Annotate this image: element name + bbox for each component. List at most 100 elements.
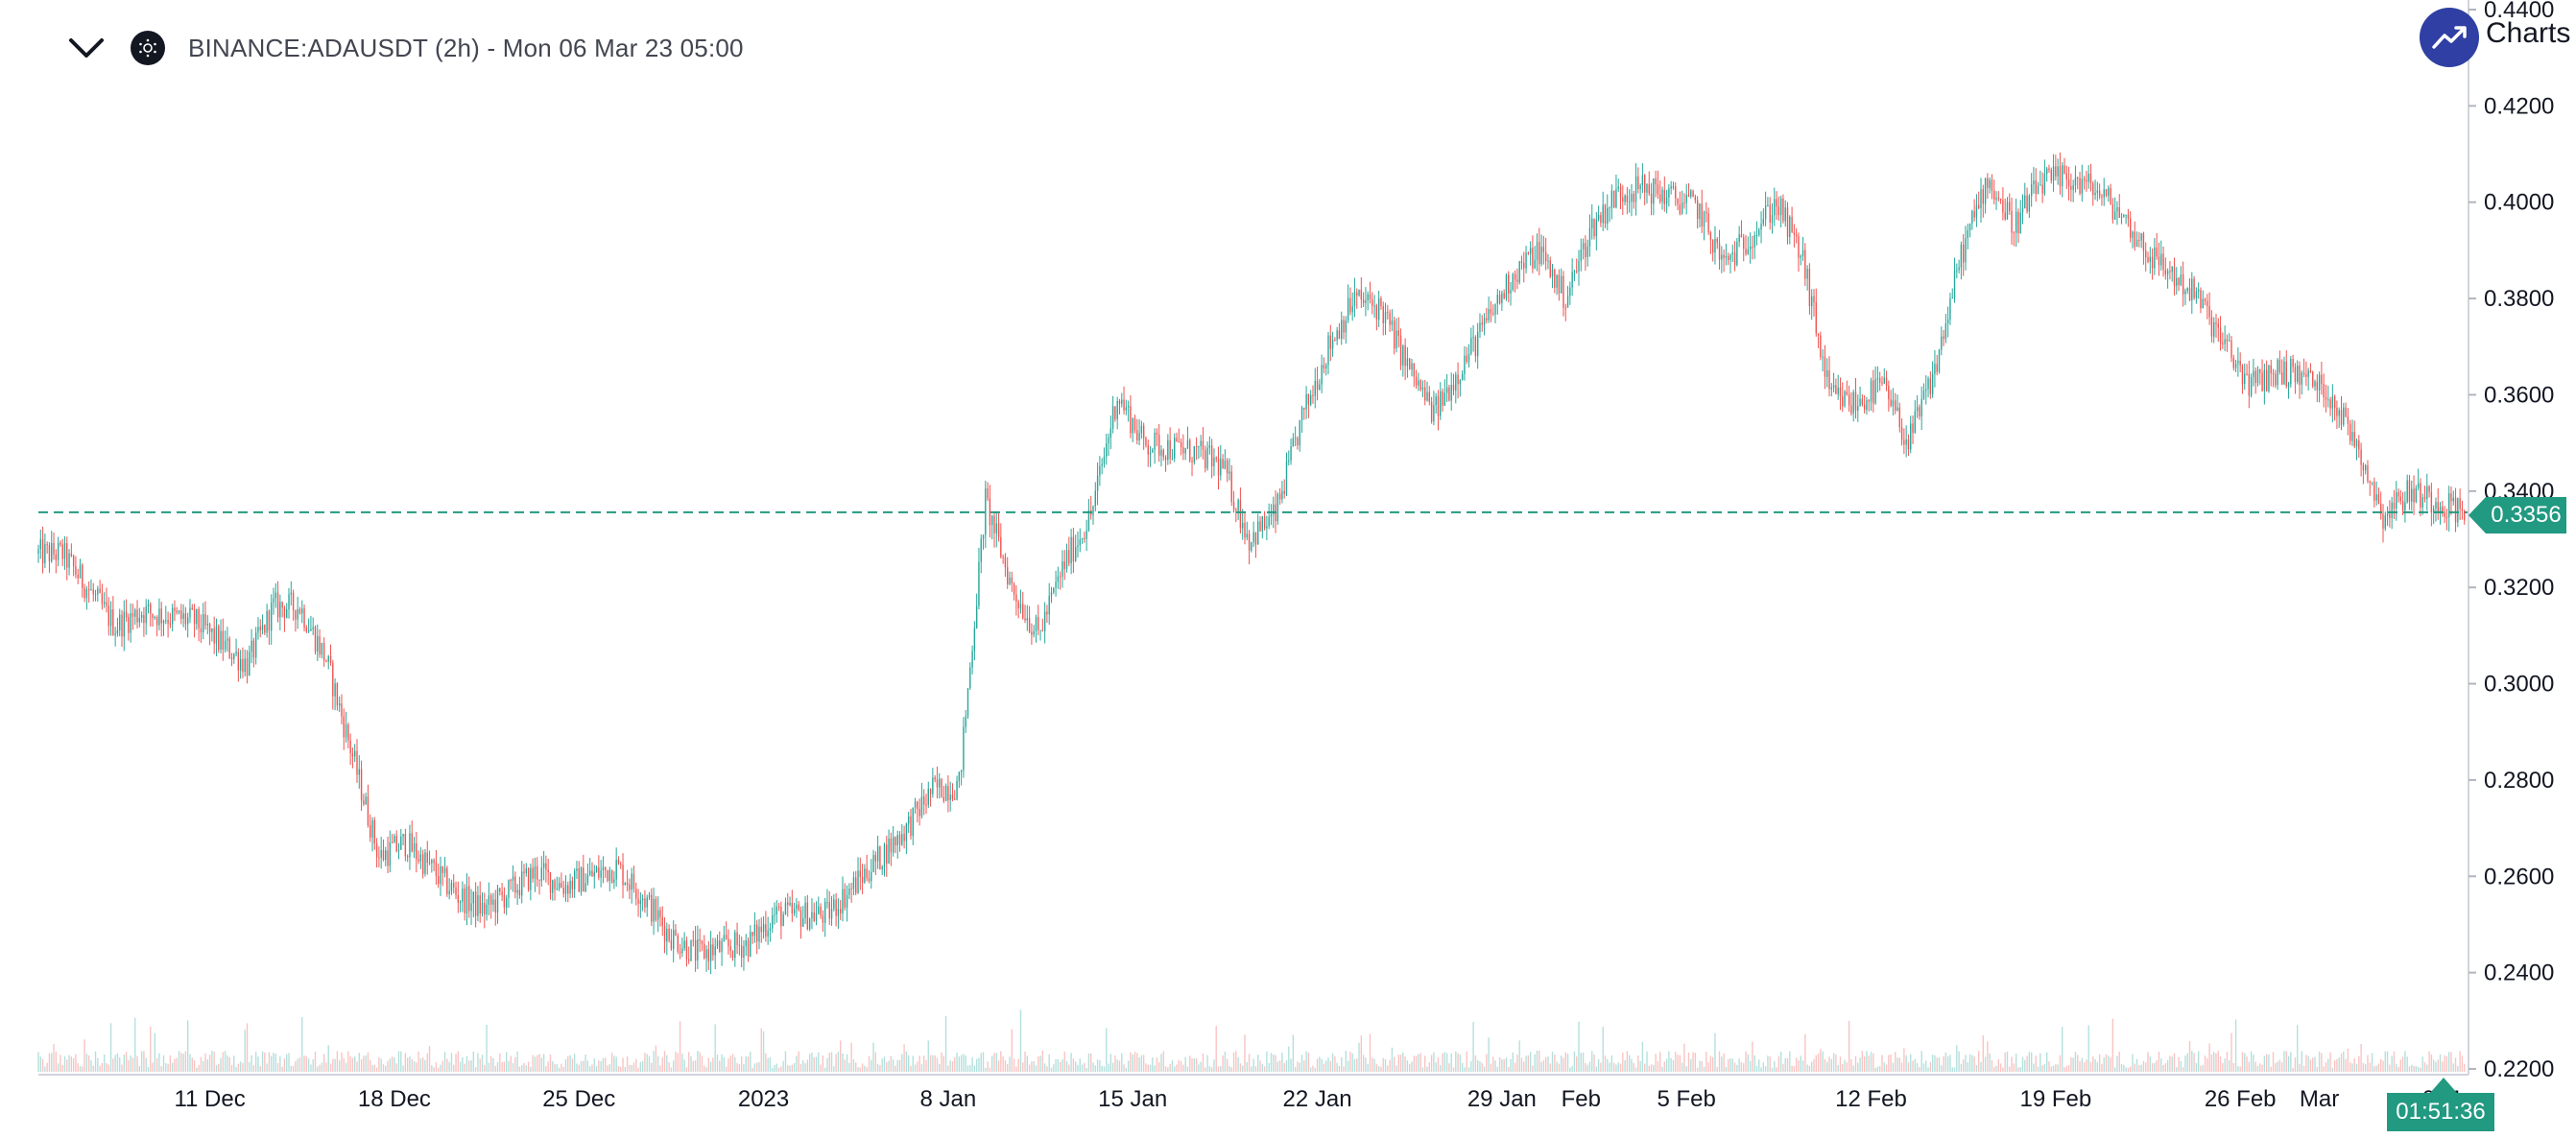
volume-bar (844, 1059, 846, 1072)
volume-bar (734, 1056, 736, 1072)
volume-bar (1294, 1066, 1297, 1072)
candle-body (683, 940, 685, 949)
candle-body (2442, 507, 2444, 512)
candle-body (1362, 299, 1365, 303)
volume-bar (1041, 1051, 1044, 1072)
candle-body (373, 819, 375, 844)
volume-bar (1755, 1065, 1758, 1072)
volume-bar (1334, 1055, 1336, 1072)
candle-body (793, 909, 796, 914)
trend-up-icon[interactable] (2420, 8, 2479, 67)
volume-bar (637, 1067, 639, 1072)
volume-bar (2120, 1063, 2123, 1072)
volume-bar (2437, 1059, 2439, 1072)
volume-bar (1305, 1051, 1307, 1072)
volume-bar (1774, 1060, 1776, 1072)
candle-body (400, 836, 402, 850)
candle-body (874, 855, 877, 862)
candle-body (2450, 493, 2452, 502)
volume-bar (1866, 1051, 1868, 1072)
volume-bar (818, 1052, 820, 1072)
volume-bar (481, 1055, 484, 1072)
volume-bar (332, 1058, 334, 1072)
candle-body (1182, 447, 1184, 454)
candle-body (898, 835, 901, 845)
candle-body (1206, 447, 1208, 469)
chevron-down-icon[interactable] (65, 27, 107, 69)
candle-body (271, 603, 273, 631)
volume-bar (61, 1064, 63, 1072)
candle-body (1679, 204, 1682, 214)
volume-bar (2329, 1052, 2331, 1072)
candle-body (2423, 497, 2426, 499)
candle-body (459, 901, 462, 903)
volume-bar (250, 1055, 252, 1072)
volume-bar (1252, 1058, 1254, 1072)
candle-body (1687, 195, 1690, 197)
volume-bar (351, 1057, 354, 1072)
candle-body (949, 794, 951, 800)
volume-bar (2423, 1061, 2426, 1072)
volume-bar (1580, 1053, 1582, 1072)
candle-body (2052, 166, 2055, 181)
bar-countdown: 01:51:36 (2387, 1093, 2494, 1131)
volume-bar (455, 1054, 457, 1072)
candle-body (1771, 215, 1774, 223)
volume-bar (312, 1058, 314, 1072)
volume-bar (266, 1063, 268, 1072)
volume-bar (171, 1062, 174, 1072)
volume-bar (905, 1051, 908, 1072)
candle-body (160, 608, 162, 624)
candle-body (2237, 360, 2239, 364)
candle-body (2364, 465, 2367, 471)
candle-body (233, 653, 235, 659)
candle-body (1978, 204, 1980, 209)
candle-body (448, 890, 450, 894)
volume-bar (411, 1059, 413, 1072)
volume-bar (920, 1064, 923, 1072)
candle-body (279, 602, 281, 618)
volume-bar (1907, 1062, 1910, 1072)
candle-body (1752, 246, 1753, 248)
volume-bar (1004, 1059, 1007, 1072)
volume-bar (888, 1060, 890, 1072)
volume-bar (1762, 1062, 1765, 1072)
volume-bar (1182, 1064, 1184, 1072)
candle-body (235, 652, 237, 654)
candle-body (1254, 532, 1257, 545)
volume-bar (1138, 1057, 1140, 1072)
candle-body (1085, 530, 1087, 539)
candle-body (1510, 290, 1512, 294)
volume-bar (204, 1053, 206, 1072)
volume-bar (1624, 1059, 1626, 1072)
volume-bar (2147, 1052, 2149, 1072)
candle-body (1637, 176, 1639, 189)
volume-bar (1597, 1058, 1600, 1072)
volume-bar (666, 1055, 668, 1072)
candle-body (958, 771, 961, 781)
volume-bar (1637, 1055, 1639, 1072)
volume-bar (2052, 1065, 2055, 1072)
volume-bar (292, 1065, 295, 1072)
volume-bar (1881, 1055, 1883, 1072)
volume-bar (2457, 1065, 2459, 1072)
volume-bar (861, 1063, 864, 1072)
volume-bar (985, 1067, 987, 1072)
volume-bar (2193, 1053, 2195, 1072)
candle-body (1138, 433, 1140, 440)
volume-bar (1142, 1055, 1145, 1072)
candle-body (1351, 305, 1353, 313)
candle-body (435, 863, 438, 876)
candle-body (2439, 507, 2442, 513)
candle-body (343, 716, 345, 738)
candle-body (659, 910, 661, 917)
volume-bar (879, 1065, 881, 1072)
candle-body (2116, 207, 2118, 212)
candle-body (1011, 577, 1013, 584)
volume-bar (2208, 1043, 2210, 1072)
volume-bar (2108, 1055, 2110, 1072)
volume-bar (1677, 1055, 1679, 1072)
candle-body (971, 651, 973, 668)
volume-bar (1369, 1033, 1371, 1072)
